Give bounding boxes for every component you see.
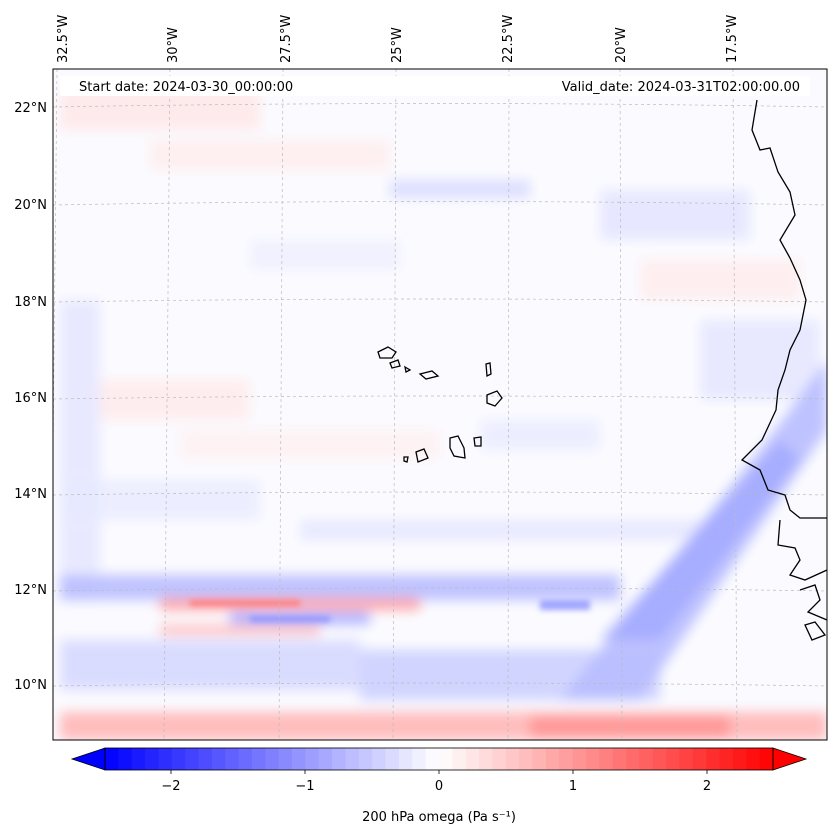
colorbar-cell (479, 748, 494, 770)
header-band (60, 76, 810, 96)
lon-label: 22.5°W (501, 15, 516, 63)
colorbar-cell (345, 748, 360, 770)
colorbar-cell (532, 748, 547, 770)
colorbar-cell (439, 748, 453, 770)
colorbar-cell (572, 748, 587, 770)
colorbar-cell (211, 748, 226, 770)
colorbar-tick-label: 2 (703, 779, 711, 794)
colorbar-tick-label: −1 (295, 779, 314, 794)
colorbar-cell (305, 748, 320, 770)
longitude-labels: 32.5°W 30°W 27.5°W 25°W 22.5°W 20°W 17.5… (56, 15, 740, 63)
lon-label: 25°W (390, 27, 405, 63)
colorbar-cell (238, 748, 253, 770)
colorbar-cell (519, 748, 534, 770)
colorbar-tick-label: 0 (435, 779, 443, 794)
colorbar-cell (452, 748, 467, 770)
lat-label: 18°N (14, 295, 47, 310)
colorbar-cell (626, 748, 640, 770)
colorbar-cell (706, 748, 721, 770)
colorbar-cell (759, 748, 774, 770)
colorbar-cell (639, 748, 654, 770)
colorbar-cell (666, 748, 681, 770)
colorbar-cell (505, 748, 520, 770)
colorbar-extend-min (70, 747, 106, 771)
omega-field (60, 90, 827, 740)
colorbar-cell (465, 748, 480, 770)
lon-label: 32.5°W (56, 15, 71, 63)
colorbar-cell (585, 748, 600, 770)
colorbar-cell (679, 748, 694, 770)
valid-date-label: Valid_date: 2024-03-31T02:00:00.00 (562, 80, 800, 95)
colorbar-cell (746, 748, 761, 770)
colorbar-cell (292, 748, 306, 770)
colorbar-cell (105, 748, 119, 770)
colorbar-cell (719, 748, 734, 770)
colorbar-cell (599, 748, 614, 770)
colorbar-cell (158, 748, 173, 770)
colorbar-cell (412, 748, 427, 770)
lon-label: 30°W (166, 27, 181, 63)
colorbar-cell (692, 748, 707, 770)
colorbar-cell (559, 748, 574, 770)
colorbar-cell (425, 748, 440, 770)
colorbar-cells (105, 748, 774, 770)
colorbar-extend-max (772, 747, 808, 771)
latitude-labels: 22°N 20°N 18°N 16°N 14°N 12°N 10°N (14, 101, 47, 693)
colorbar-cell (545, 748, 560, 770)
colorbar-ticks (170, 770, 708, 774)
colorbar-cell (118, 748, 133, 770)
lat-label: 22°N (14, 101, 47, 116)
colorbar-tick-label: −2 (161, 779, 180, 794)
lon-label: 20°W (614, 27, 629, 63)
map-frame (52, 68, 828, 741)
colorbar-cell (171, 748, 186, 770)
africa-coastline (740, 99, 827, 519)
colorbar-cell (251, 748, 266, 770)
colorbar-cell (385, 748, 400, 770)
map-panel: Start date: 2024-03-30_00:00:00 Valid_da… (52, 68, 828, 741)
lat-label: 16°N (14, 391, 47, 406)
cape-verde-islands (377, 346, 503, 463)
colorbar-cell (198, 748, 213, 770)
colorbar-cell (131, 748, 146, 770)
colorbar-cell (732, 748, 747, 770)
colorbar-cell (265, 748, 280, 770)
colorbar-cell (332, 748, 347, 770)
gridlines (53, 69, 827, 740)
lat-label: 20°N (14, 198, 47, 213)
start-date-label: Start date: 2024-03-30_00:00:00 (79, 80, 293, 95)
colorbar-cell (398, 748, 413, 770)
colorbar-cell (358, 748, 373, 770)
colorbar-cell (225, 748, 240, 770)
colorbar-title: 200 hPa omega (Pa s⁻¹) (362, 810, 516, 825)
colorbar-cell (278, 748, 293, 770)
colorbar-cell (318, 748, 333, 770)
lat-label: 14°N (14, 487, 47, 502)
lon-label: 17.5°W (725, 15, 740, 63)
coastline (377, 99, 827, 641)
colorbar-cell (372, 748, 387, 770)
colorbar-cell (492, 748, 507, 770)
lat-label: 12°N (14, 583, 47, 598)
lat-label: 10°N (14, 678, 47, 693)
colorbar-cell (652, 748, 667, 770)
lon-label: 27.5°W (279, 15, 294, 63)
colorbar-cell (185, 748, 200, 770)
colorbar-cell (145, 748, 160, 770)
colorbar: −2 −1 0 1 2 200 hPa omega (Pa s⁻¹) (70, 747, 808, 825)
colorbar-cell (612, 748, 627, 770)
colorbar-tick-label: 1 (569, 779, 577, 794)
